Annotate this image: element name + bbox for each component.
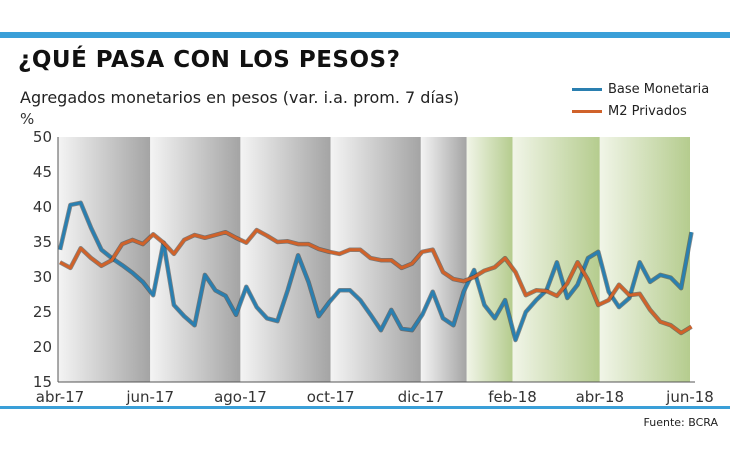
x-tick-label: oct-17 bbox=[307, 388, 355, 406]
series-line-base-monetaria bbox=[58, 201, 693, 342]
legend-label: M2 Privados bbox=[608, 103, 687, 119]
y-tick-label: 40 bbox=[33, 198, 52, 216]
shaded-period bbox=[599, 137, 690, 382]
shaded-period bbox=[240, 137, 331, 382]
x-tick-label: dic-17 bbox=[398, 388, 444, 406]
legend-swatch bbox=[572, 109, 602, 113]
page-title: ¿QUÉ PASA CON LOS PESOS? bbox=[18, 47, 401, 73]
y-tick-label: 25 bbox=[33, 303, 52, 321]
shaded-period bbox=[58, 137, 151, 382]
footer-accent-line bbox=[0, 406, 730, 409]
x-tick-label: abr-18 bbox=[576, 388, 624, 406]
shaded-period bbox=[420, 137, 467, 382]
source-note: Fuente: BCRA bbox=[643, 416, 718, 429]
legend-item-base-monetaria: Base Monetaria bbox=[572, 78, 709, 100]
x-tick-label: abr-17 bbox=[36, 388, 84, 406]
legend: Base Monetaria M2 Privados bbox=[572, 78, 709, 122]
y-tick-label: 35 bbox=[33, 233, 52, 251]
legend-label: Base Monetaria bbox=[608, 81, 710, 97]
x-tick-label: jun-17 bbox=[125, 388, 174, 406]
chart-subtitle: Agregados monetarios en pesos (var. i.a.… bbox=[20, 88, 460, 107]
y-tick-label: 20 bbox=[33, 338, 52, 356]
x-tick-label: jun-18 bbox=[665, 388, 714, 406]
series-line-m2-privados bbox=[59, 228, 693, 335]
y-tick-label: 30 bbox=[33, 268, 52, 286]
x-tick-label: ago-17 bbox=[214, 388, 267, 406]
header-accent-line bbox=[0, 32, 730, 38]
shaded-period bbox=[150, 137, 241, 382]
legend-swatch bbox=[572, 87, 602, 91]
y-tick-label: 45 bbox=[33, 163, 52, 181]
y-tick-label: 50 bbox=[33, 128, 52, 146]
legend-item-m2-privados: M2 Privados bbox=[572, 100, 709, 122]
x-tick-label: feb-18 bbox=[488, 388, 537, 406]
y-axis-unit: % bbox=[20, 110, 34, 128]
y-tick-label: 15 bbox=[33, 373, 52, 391]
